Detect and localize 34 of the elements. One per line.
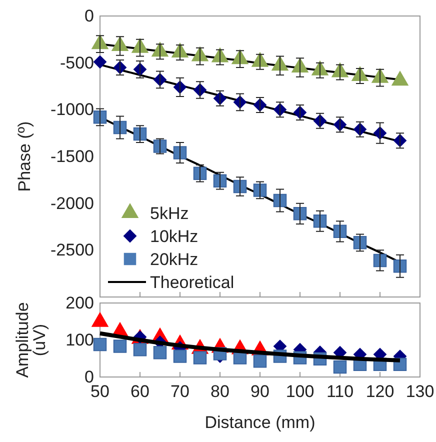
y-axis-title: Amplitude (uV) (13, 302, 49, 378)
x-tick-label: 130 (406, 382, 434, 402)
point (153, 346, 167, 360)
y-tick-label: 0 (84, 6, 94, 26)
x-tick-label: 90 (250, 382, 270, 402)
y-tick-label: 200 (66, 293, 94, 312)
x-axis-title: Distance (mm) (204, 413, 316, 432)
x-tick-label: 60 (130, 382, 150, 402)
point (391, 70, 409, 86)
point (173, 350, 187, 363)
point (113, 340, 127, 353)
legend-label: Theoretical (150, 273, 234, 292)
legend-label: 20kHz (150, 250, 198, 269)
y-tick-label: -500 (60, 53, 94, 72)
x-tick-label: 110 (326, 382, 354, 402)
point (93, 110, 107, 124)
y-tick-label: 100 (66, 330, 94, 350)
point (333, 360, 347, 374)
y-tick-label: -2500 (50, 240, 94, 260)
x-tick-label: 80 (210, 382, 230, 402)
point (133, 342, 147, 356)
point (91, 312, 109, 327)
x-tick-label: 100 (286, 382, 314, 402)
y-axis-title: Phase (º) (15, 121, 34, 192)
x-tick-label: 120 (366, 382, 394, 402)
point (193, 351, 207, 364)
y-tick-label: -1500 (50, 146, 94, 166)
x-tick-label: 70 (170, 382, 190, 402)
legend-label: 5kHz (150, 204, 189, 223)
y-tick-label: -1000 (50, 100, 94, 120)
legend-label: 10kHz (150, 227, 198, 246)
point (253, 354, 267, 368)
point (93, 338, 107, 352)
y-tick-label: -2000 (50, 194, 94, 213)
